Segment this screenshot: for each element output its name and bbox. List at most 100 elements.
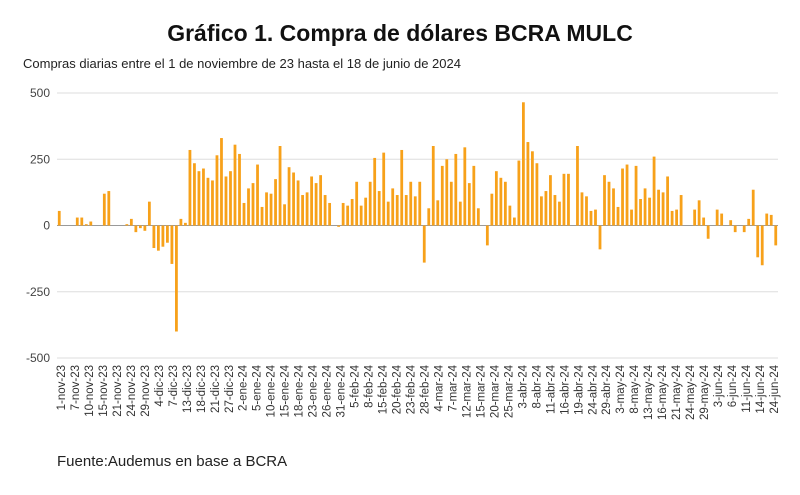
x-tick-label: 19-abr-24: [573, 364, 585, 414]
bar: [458, 201, 462, 226]
x-tick-label: 24-abr-24: [587, 364, 599, 414]
bar: [436, 200, 440, 226]
bar: [503, 181, 507, 226]
bar: [337, 225, 341, 227]
bar: [400, 149, 404, 226]
bar: [540, 196, 543, 226]
x-axis: 1-nov-23 7-nov-23 10-nov-23 15-nov-23 21-nov…: [56, 364, 781, 420]
bar: [75, 217, 79, 226]
x-tick-label: 18-ene-24: [294, 364, 306, 417]
bar: [553, 195, 557, 226]
bar: [323, 195, 327, 226]
bar: [747, 218, 751, 226]
bar: [499, 177, 503, 226]
x-tick-label: 27-dic-23: [224, 365, 236, 413]
x-tick-label: 24-nov-23: [126, 365, 138, 417]
x-tick-label: 21-may-24: [671, 364, 683, 420]
bar: [274, 179, 277, 226]
bar: [373, 157, 377, 226]
bar: [567, 173, 570, 226]
bar: [526, 142, 530, 226]
bar: [404, 195, 408, 226]
bar: [269, 193, 273, 226]
bar: [531, 151, 534, 226]
bar: [729, 220, 733, 226]
bar: [283, 204, 286, 226]
bar: [129, 218, 133, 226]
bar: [301, 195, 304, 226]
bar: [603, 175, 606, 226]
bar: [616, 206, 620, 226]
bar: [310, 176, 313, 226]
x-tick-label: 7-dic-23: [168, 365, 180, 407]
bar: [184, 222, 187, 226]
x-tick-label: 13-dic-23: [182, 365, 194, 413]
bar: [359, 205, 363, 226]
x-tick-label: 7-nov-23: [70, 365, 82, 410]
bar: [413, 196, 417, 226]
bar: [625, 164, 629, 226]
bar: [697, 200, 701, 226]
bar: [652, 156, 656, 226]
x-tick-label: 15-nov-23: [98, 365, 110, 417]
x-tick-label: 15-mar-24: [475, 364, 487, 418]
x-tick-label: 10-nov-23: [84, 365, 96, 417]
x-tick-label: 16-may-24: [657, 364, 669, 420]
bar: [765, 213, 769, 226]
bar: [156, 225, 160, 251]
bar: [612, 188, 615, 226]
source-note: Fuente:Audemus en base a BCRA: [57, 453, 288, 470]
bar: [449, 181, 453, 226]
bar: [769, 214, 773, 226]
bar: [580, 192, 584, 226]
bar: [278, 146, 282, 226]
bar: [693, 209, 697, 226]
bar: [409, 181, 413, 226]
bar: [238, 153, 241, 226]
x-tick-label: 4-mar-24: [434, 364, 446, 411]
x-tick-label: 2-ene-24: [238, 364, 250, 411]
x-tick-label: 5-ene-24: [252, 364, 264, 411]
bar: [666, 176, 669, 226]
bar: [80, 217, 84, 226]
bar: [742, 225, 746, 233]
x-tick-label: 29-nov-23: [140, 365, 152, 417]
x-tick-label: 18-dic-23: [196, 365, 208, 413]
bar: [585, 196, 588, 226]
bar: [756, 225, 760, 258]
bar: [229, 171, 232, 226]
y-axis: 500 250 0 -250 -500: [26, 86, 50, 365]
bar: [350, 199, 354, 226]
x-tick-label: 20-feb-24: [392, 364, 404, 414]
bar: [134, 225, 138, 233]
bar: [188, 149, 192, 226]
gridlines: [57, 92, 778, 359]
bar: [179, 218, 183, 226]
x-tick-label: 8-feb-24: [364, 364, 376, 407]
x-tick-label: 16-abr-24: [559, 364, 571, 414]
x-tick-label: 15-ene-24: [280, 364, 292, 417]
bar: [215, 155, 219, 226]
x-tick-label: 3-abr-24: [517, 364, 529, 408]
bar: [657, 189, 660, 226]
bar: [621, 168, 624, 226]
bar: [463, 147, 467, 226]
bar: [265, 192, 268, 226]
x-tick-label: 28-feb-24: [420, 364, 432, 414]
bar: [102, 193, 106, 226]
bar: [260, 206, 264, 226]
bar: [431, 146, 435, 226]
x-tick-label: 8-may-24: [629, 364, 641, 413]
bar: [242, 202, 246, 226]
x-tick-label: 23-ene-24: [308, 364, 320, 417]
x-tick-label: 1-nov-23: [56, 365, 68, 410]
x-tick-label: 13-may-24: [643, 364, 655, 420]
bar: [422, 225, 426, 263]
bar: [138, 225, 142, 229]
x-tick-label: 21-nov-23: [112, 365, 124, 417]
x-tick-label: 20-mar-24: [489, 364, 501, 418]
x-tick-label: 6-jun-24: [727, 364, 739, 407]
bar: [562, 173, 566, 226]
bars: [57, 102, 778, 332]
